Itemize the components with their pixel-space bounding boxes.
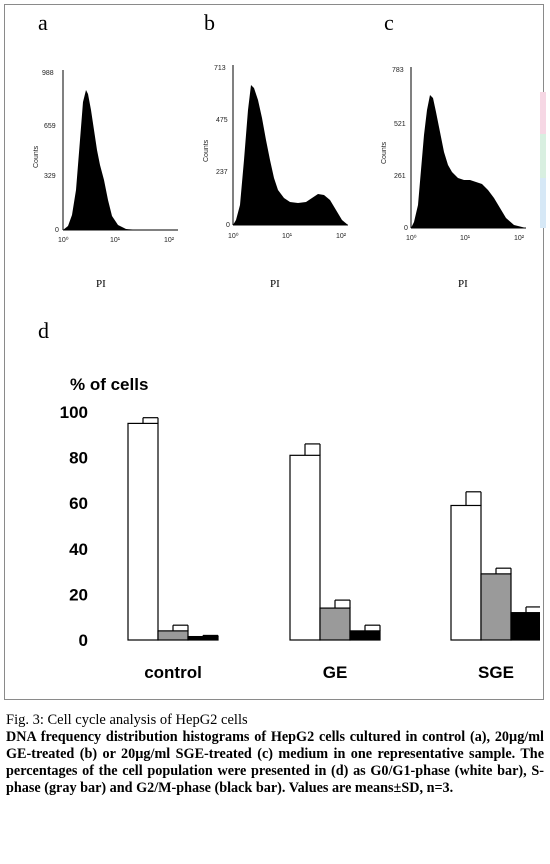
- y-tick-label: 100: [60, 403, 88, 422]
- panel-letter-c: c: [384, 10, 394, 35]
- hist-b-ylabel: Counts: [203, 139, 210, 162]
- panel-letter-a: a: [38, 10, 48, 35]
- panel-letter-d: d: [38, 318, 49, 343]
- bar: [450, 504, 482, 641]
- y-tick-label: 20: [69, 585, 88, 604]
- histogram-a-area: [63, 90, 178, 230]
- hist-c-ytick-top: 783: [392, 67, 404, 74]
- hist-a-xlabel: PI: [96, 278, 106, 290]
- hist-c-ytick-2: 521: [394, 121, 406, 128]
- hist-b-xtick-0: 10⁰: [228, 232, 239, 240]
- y-tick-label: 0: [79, 631, 88, 650]
- bar: [187, 635, 219, 641]
- bar: [127, 422, 159, 641]
- hist-c-ytick-3: 261: [394, 173, 406, 180]
- bar: [289, 454, 321, 641]
- hist-a-xtick-1: 10¹: [110, 237, 121, 244]
- hist-b-ytick-top: 713: [214, 65, 226, 72]
- bar-chart-ylabel: % of cells: [70, 375, 148, 394]
- histogram-b-area: [233, 85, 348, 225]
- y-tick-label: 40: [69, 540, 88, 559]
- hist-a-xtick-0: 10⁰: [58, 236, 69, 244]
- blue-strip: [540, 178, 546, 228]
- hist-a-ytick-0: 0: [55, 227, 59, 234]
- caption-body: DNA frequency distribution histograms of…: [6, 729, 544, 796]
- hist-c-xtick-0: 10⁰: [406, 234, 417, 242]
- hist-a-ytick-top: 988: [42, 70, 54, 77]
- hist-c-ytick-0: 0: [404, 225, 408, 232]
- hist-b-xtick-2: 10²: [336, 233, 347, 240]
- green-strip: [540, 134, 546, 178]
- hist-b-xlabel: PI: [270, 278, 280, 290]
- histogram-a-svg: 988 659 329 0 Counts 10⁰ 10¹ 10²: [33, 70, 178, 244]
- hist-a-ytick-3: 329: [44, 173, 56, 180]
- bar-chart-svg: % of cells 0 20 40 60 80 100 control GE SGE: [60, 375, 542, 682]
- histogram-b-svg: 713 475 237 0 Counts 10⁰ 10¹ 10²: [203, 65, 348, 240]
- histogram-c: 783 521 261 0 Counts 10⁰ 10¹ 10²: [348, 40, 538, 275]
- hist-b-xtick-1: 10¹: [282, 233, 293, 240]
- hist-c-ylabel: Counts: [381, 141, 388, 164]
- hist-a-ytick-2: 659: [44, 123, 56, 130]
- y-tick-label: 60: [69, 494, 88, 513]
- bar: [157, 630, 189, 641]
- hist-b-ytick-0: 0: [226, 222, 230, 229]
- category-label: GE: [323, 663, 348, 682]
- pink-strip: [540, 92, 546, 134]
- histogram-c-area: [411, 95, 526, 228]
- hist-c-xtick-1: 10¹: [460, 235, 471, 242]
- hist-b-ytick-2: 475: [216, 117, 228, 124]
- category-label: SGE: [478, 663, 514, 682]
- panel-letter-b: b: [204, 10, 215, 35]
- bar: [319, 607, 351, 641]
- hist-c-xtick-2: 10²: [514, 235, 525, 242]
- bar: [510, 612, 542, 641]
- figure-caption: Fig. 3: Cell cycle analysis of HepG2 cel…: [6, 712, 544, 797]
- bar: [480, 573, 512, 641]
- hist-a-ylabel: Counts: [33, 145, 40, 168]
- y-tick-label: 80: [69, 449, 88, 468]
- histogram-a: 988 659 329 0 Counts 10⁰ 10¹ 10²: [0, 40, 190, 275]
- x-axis-categories: control GE SGE: [144, 663, 514, 682]
- bar-chart: % of cells 0 20 40 60 80 100 control GE SGE: [0, 360, 542, 695]
- hist-c-xlabel: PI: [458, 278, 468, 290]
- bars: [127, 417, 542, 641]
- category-label: control: [144, 663, 202, 682]
- histogram-b: 713 475 237 0 Counts 10⁰ 10¹ 10²: [170, 40, 360, 275]
- hist-a-xtick-2: 10²: [164, 237, 175, 244]
- figure-frame: [4, 4, 544, 700]
- y-axis: 0 20 40 60 80 100: [60, 403, 88, 650]
- hist-b-ytick-3: 237: [216, 169, 228, 176]
- bar: [349, 630, 381, 641]
- histogram-c-svg: 783 521 261 0 Counts 10⁰ 10¹ 10²: [381, 67, 526, 242]
- caption-title: Fig. 3: Cell cycle analysis of HepG2 cel…: [6, 712, 248, 728]
